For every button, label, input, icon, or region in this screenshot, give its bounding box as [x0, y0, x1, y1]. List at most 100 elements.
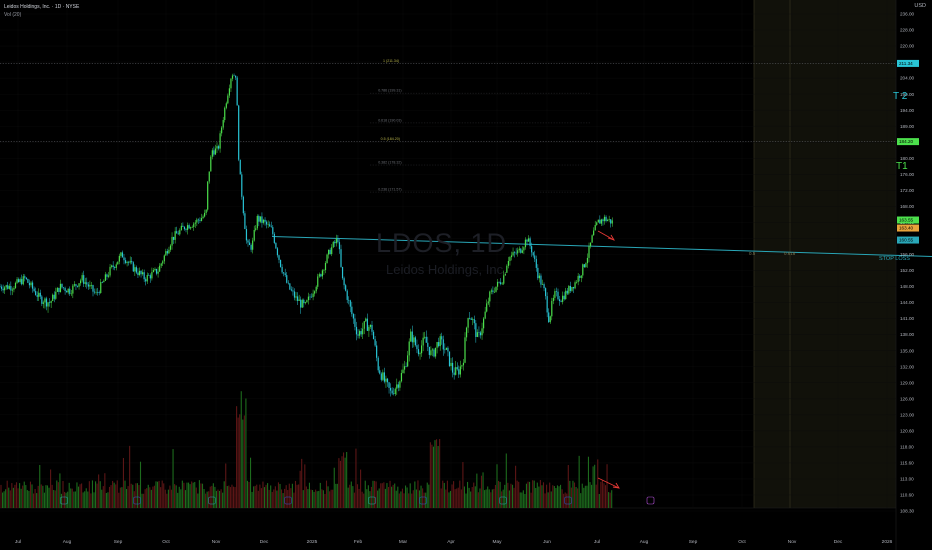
- candle-body: [200, 218, 203, 221]
- volume-bar: [139, 461, 142, 508]
- volume-bar: [446, 480, 448, 508]
- candle-body: [493, 291, 496, 293]
- volume-bar: [544, 493, 546, 508]
- time-axis[interactable]: Jul Aug Sep Oct Nov Dec 2025 Feb Mar Apr May Jun Jul…: [15, 539, 893, 545]
- volume-bar: [550, 491, 552, 508]
- volume-bar: [277, 482, 279, 508]
- volume-bar: [459, 480, 461, 508]
- candle-body: [317, 276, 319, 287]
- volume-bar: [56, 480, 58, 508]
- volume-bar: [502, 489, 504, 508]
- candle-body: [235, 75, 237, 78]
- volume-bar: [604, 485, 607, 508]
- candle-body: [496, 281, 499, 287]
- volume-bar: [116, 480, 118, 508]
- currency-label[interactable]: USD: [914, 3, 926, 9]
- volume-bar: [192, 482, 194, 508]
- candle-body: [185, 229, 187, 230]
- candle-body: [168, 249, 170, 254]
- volume-bar: [358, 488, 360, 508]
- volume-bar: [577, 488, 579, 508]
- volume-bar: [90, 493, 92, 508]
- candle-body: [177, 233, 179, 235]
- neckline-trendline[interactable]: [271, 235, 932, 257]
- candle-body: [348, 299, 350, 301]
- candle-body: [338, 242, 341, 250]
- candle-body: [59, 283, 62, 292]
- candle-body: [193, 223, 195, 227]
- candle-body: [455, 367, 457, 375]
- volume-bar: [432, 446, 434, 508]
- candle-body: [413, 337, 415, 343]
- volume-bar: [1, 492, 4, 508]
- volume-indicator-label[interactable]: Vol (20): [4, 12, 22, 18]
- volume-bar: [411, 493, 413, 508]
- volume-bar: [465, 493, 467, 508]
- candle-body: [565, 290, 567, 300]
- candle-body: [90, 285, 93, 286]
- candle-body: [135, 267, 137, 273]
- volume-bar: [580, 493, 582, 508]
- volume-bar: [392, 484, 394, 508]
- candle-body: [479, 332, 482, 336]
- candle-body: [324, 263, 327, 271]
- target-1-label: T1: [896, 161, 908, 172]
- volume-bar: [279, 483, 281, 508]
- volume-bar: [494, 484, 496, 508]
- volume-bar: [29, 481, 31, 508]
- volume-bar: [215, 490, 217, 508]
- volume-bar: [532, 480, 534, 508]
- volume-bar: [347, 487, 349, 508]
- event-marker: [208, 496, 216, 505]
- volume-bar: [209, 486, 211, 508]
- candle-body: [568, 285, 570, 294]
- candle-body: [318, 274, 320, 277]
- time-tick-label: Sep: [114, 539, 123, 545]
- volume-bar: [57, 482, 59, 508]
- candle-body: [154, 268, 156, 271]
- candle-body: [73, 284, 75, 286]
- volume-bar: [236, 406, 238, 508]
- candle-body: [129, 260, 131, 263]
- volume-bar: [26, 490, 28, 508]
- candle-body: [405, 366, 407, 367]
- volume-bar: [3, 491, 5, 508]
- candle-body: [279, 259, 282, 268]
- time-tick-label: Aug: [640, 539, 649, 545]
- price-tag-t2: 211.34: [899, 61, 913, 66]
- volume-bar: [518, 481, 520, 508]
- candle-body: [417, 349, 420, 355]
- price-tag-stop-bg: [897, 236, 919, 244]
- candle-body: [563, 295, 565, 300]
- candle-body: [500, 282, 502, 285]
- candle-body: [441, 336, 443, 340]
- volume-bar: [76, 482, 78, 508]
- event-marker: [419, 496, 427, 505]
- candle-body: [524, 239, 527, 248]
- fib-label: 0.382 (178.32): [378, 161, 401, 165]
- volume-bar: [329, 491, 331, 508]
- candle-body: [4, 287, 6, 291]
- volume-bar: [138, 485, 140, 508]
- volume-bar: [17, 488, 19, 508]
- volume-bar: [299, 470, 301, 508]
- time-tick-label: Mar: [399, 539, 408, 545]
- volume-bar: [476, 473, 478, 508]
- volume-bar: [538, 486, 540, 508]
- volume-bar: [9, 490, 11, 508]
- candle-body: [436, 342, 438, 348]
- candle-body: [262, 219, 265, 223]
- candle-body: [577, 275, 579, 283]
- volume-bar: [43, 492, 45, 508]
- price-tags: 211.34 184.20 163.55 163.40 160.55: [897, 59, 919, 244]
- candle-body: [341, 266, 344, 279]
- candle-body: [472, 319, 474, 320]
- volume-bar: [45, 485, 47, 508]
- candle-body: [47, 302, 49, 307]
- candle-body: [281, 267, 283, 273]
- volume-bar: [594, 464, 596, 508]
- volume-bar: [595, 484, 597, 508]
- volume-bar: [42, 485, 44, 508]
- volume-bar: [226, 486, 228, 508]
